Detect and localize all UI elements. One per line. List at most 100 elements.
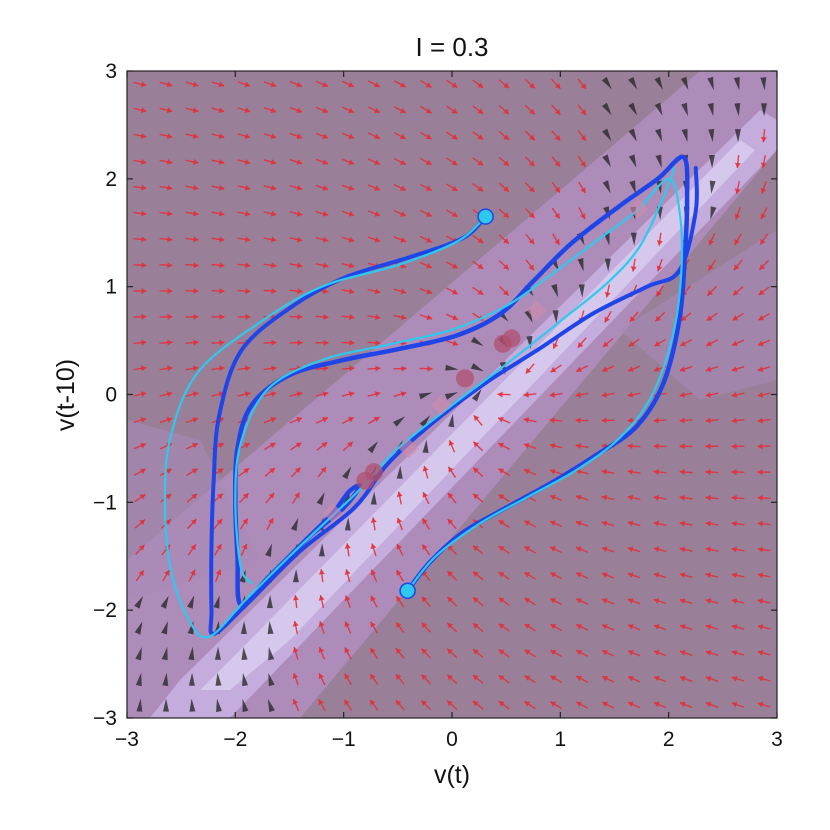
quiver-arrow (159, 210, 173, 217)
quiver-arrow (653, 675, 667, 683)
quiver-arrow (757, 366, 771, 372)
quiver-arrow (524, 597, 536, 606)
quiver-arrow (524, 78, 536, 89)
quiver-arrow (578, 207, 586, 220)
quiver-arrow (289, 210, 303, 217)
quiver-arrow (758, 286, 770, 296)
quiver-arrow (341, 314, 355, 321)
quiver-arrow (419, 314, 433, 321)
quiver-arrow (315, 210, 329, 217)
quiver-arrow (185, 442, 199, 450)
quiver-arrow (186, 493, 198, 503)
quiver-arrow (707, 76, 714, 91)
quiver-arrow (679, 520, 693, 527)
quiver-arrow (575, 546, 589, 553)
quiver-arrow (706, 312, 718, 322)
quiver-arrow (263, 107, 277, 114)
quiver-arrow (419, 415, 431, 428)
quiver-arrow (239, 518, 249, 530)
quiver-arrow (472, 260, 484, 270)
quiver-arrow (419, 183, 433, 192)
quiver-arrow (239, 569, 246, 583)
quiver-arrow (211, 288, 225, 295)
quiver-arrow (760, 129, 767, 143)
quiver-arrow (577, 155, 587, 168)
x-tick-label: 2 (663, 728, 675, 751)
quiver-arrow (289, 313, 303, 320)
quiver-arrow (551, 130, 561, 142)
quiver-arrow (471, 389, 482, 402)
quiver-arrow (237, 391, 251, 398)
quiver-arrow (211, 107, 225, 114)
quiver-arrow (422, 465, 429, 479)
quiver-arrow (732, 312, 744, 321)
quiver-arrow (185, 313, 199, 320)
quiver-arrow (760, 155, 767, 169)
quiver-arrow (524, 182, 536, 193)
quiver-arrow (422, 439, 429, 453)
quiver-arrow (654, 311, 666, 322)
start-point-marker (399, 582, 416, 600)
quiver-arrow (161, 569, 171, 582)
quiver-arrow (263, 159, 277, 165)
quiver-arrow (367, 391, 381, 398)
quiver-arrow (215, 672, 222, 686)
quiver-arrow (575, 520, 589, 527)
quiver-arrow (342, 466, 352, 480)
quiver-arrow (523, 520, 537, 528)
quiver-arrow (393, 236, 407, 243)
diamond-marker (628, 199, 649, 220)
quiver-arrow (575, 417, 589, 424)
quiver-arrow (134, 519, 146, 529)
quiver-arrow (289, 417, 303, 424)
quiver-arrow (315, 132, 329, 140)
quiver-arrow (757, 701, 771, 708)
quiver-arrow (734, 233, 742, 246)
quiver-arrow (653, 649, 667, 657)
quiver-arrow (341, 80, 355, 88)
quiver-arrow (628, 154, 637, 168)
trajectory-series-line (163, 166, 676, 639)
quiver-arrow (757, 417, 771, 424)
quiver-arrow (185, 184, 199, 191)
quiver-arrow (472, 700, 484, 710)
quiver-arrow (133, 133, 147, 139)
quiver-arrow (135, 647, 142, 661)
quiver-arrow (627, 649, 641, 657)
quiver-arrow (446, 648, 458, 659)
quiver-arrow (133, 365, 147, 372)
quiver-arrow (656, 232, 663, 246)
quiver-arrow (241, 646, 248, 661)
quiver-arrow (601, 365, 615, 372)
quiver-arrow (760, 207, 768, 220)
quiver-arrow (706, 285, 718, 297)
quiver-arrow (601, 76, 612, 90)
quiver-arrow (316, 441, 328, 451)
quiver-arrow (627, 417, 641, 424)
quiver-arrow (214, 569, 222, 582)
quiver-arrow (473, 414, 483, 426)
tick-layer: −3 −2 −1 0 1 2 3 −3 −2 −1 0 1 2 3 (93, 60, 783, 751)
quiver-arrow (551, 156, 561, 168)
quiver-arrow (136, 698, 143, 712)
quiver-arrow (498, 182, 510, 193)
quiver-arrow (448, 413, 455, 428)
quiver-arrow (135, 672, 142, 687)
quiver-arrow (367, 158, 381, 165)
quiver-arrow (627, 520, 641, 527)
quiver-arrow (601, 520, 615, 527)
quiver-arrow (395, 673, 405, 685)
quiver-arrow (653, 598, 667, 605)
quiver-arrow (601, 391, 615, 398)
quiver-arrow (575, 572, 589, 579)
quiver-arrow (318, 698, 326, 712)
quiver-arrow (679, 598, 693, 605)
quiver-arrow (654, 338, 666, 347)
quiver-arrow (498, 260, 510, 271)
quiver-arrow (133, 81, 147, 88)
quiver-arrow (708, 128, 715, 143)
quiver-arrow (604, 258, 611, 272)
fixed-point-marker (493, 334, 512, 353)
quiver-arrow (734, 180, 741, 194)
quiver-arrow (498, 208, 510, 219)
